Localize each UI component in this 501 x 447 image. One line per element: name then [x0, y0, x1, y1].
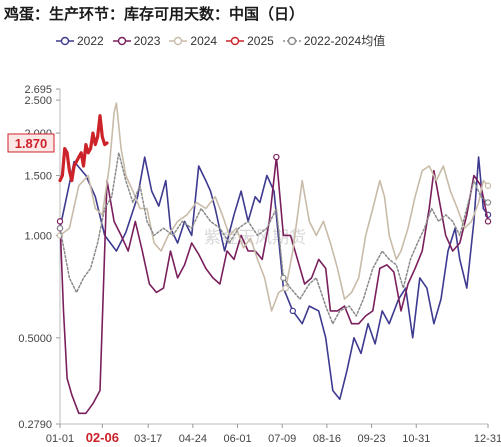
series-line-2025 [58, 114, 109, 183]
x-tick-label: 01-01 [46, 433, 74, 445]
y-tick-label: 2.695 [24, 84, 52, 96]
series-point-2023 [273, 153, 280, 161]
legend-item[interactable]: 2025 [226, 32, 274, 49]
legend-label: 2023 [133, 33, 161, 48]
series-point-2023 [56, 218, 64, 225]
x-tick-label: 02-06 [86, 430, 119, 445]
x-tick-label: 09-23 [358, 433, 386, 445]
y-tick-label: 0.2790 [18, 419, 52, 431]
series-line-2022 [59, 156, 489, 400]
series-point-2022 [289, 307, 297, 315]
x-tick-label: 12-31 [474, 433, 501, 445]
y-tick-label: 1.000 [24, 230, 52, 242]
latest-value-box [7, 133, 55, 153]
series-line-2024 [59, 102, 489, 312]
legend-label: 2022-2024均值 [303, 34, 386, 48]
series-point-2022-2024均值 [56, 225, 64, 232]
x-tick-label: 03-17 [134, 433, 162, 445]
legend-swatch [169, 36, 188, 45]
x-tick-label: 08-16 [313, 433, 341, 445]
legend-label: 2025 [247, 33, 274, 48]
legend-item[interactable]: 2022 [56, 32, 104, 49]
legend-swatch [226, 36, 245, 45]
y-tick-label: 1.500 [24, 171, 52, 183]
legend-label: 2024 [190, 33, 218, 48]
x-tick-label: 04-24 [179, 433, 207, 445]
legend-label: 2022 [77, 33, 104, 48]
legend-swatch [56, 36, 74, 45]
legend-item[interactable]: 2022-2024均值 [282, 32, 386, 49]
series-point-2023 [484, 218, 492, 225]
series-point-2024 [484, 182, 492, 189]
legend[interactable]: 2022 2023 2024 2025 2022-2024均值 [56, 32, 385, 49]
legend-swatch [112, 36, 131, 45]
x-tick-label: 07-09 [268, 433, 296, 445]
chart-title: 鸡蛋：生产环节：库存可用天数：中国（日） [4, 5, 305, 23]
y-tick-label: 0.5000 [18, 333, 52, 345]
legend-item[interactable]: 2023 [112, 32, 161, 49]
y-tick-label: 2.500 [24, 95, 52, 107]
x-tick-label: 10-31 [402, 433, 430, 445]
legend-item[interactable]: 2024 [169, 32, 217, 49]
series-point-2022-2024均值 [484, 199, 492, 206]
latest-value-label: 1.870 [15, 136, 48, 151]
series-point-2024 [282, 284, 289, 292]
legend-swatch [282, 36, 301, 45]
series-point-2022-2024均值 [280, 274, 287, 282]
x-tick-label: 06-01 [223, 433, 251, 445]
